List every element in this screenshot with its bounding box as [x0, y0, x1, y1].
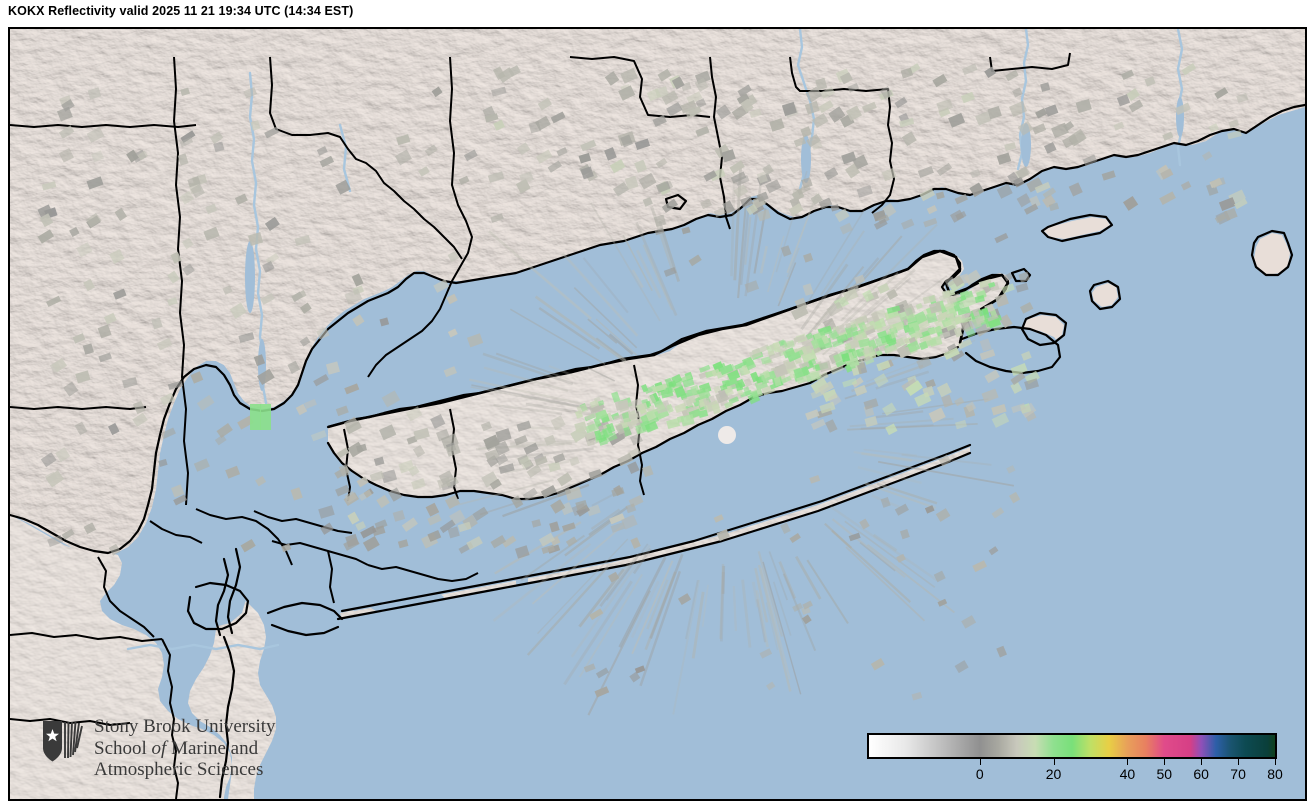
- map-canvas[interactable]: Stony Brook University School of Marine …: [10, 29, 1305, 799]
- colorbar-gradient[interactable]: [867, 733, 1277, 759]
- basemap: [10, 29, 1305, 799]
- colorbar-tick: [1275, 759, 1276, 765]
- colorbar-tick: [1127, 759, 1129, 765]
- colorbar-tick-label: 60: [1193, 766, 1209, 782]
- colorbar-tick: [1238, 759, 1240, 765]
- colorbar-ramp: [869, 735, 1275, 757]
- colorbar-tick-label: 70: [1230, 766, 1246, 782]
- logo-line-2b: Marine and: [166, 737, 259, 759]
- sbu-logo-text: Stony Brook University School of Marine …: [94, 716, 344, 781]
- colorbar-tick: [1164, 759, 1166, 765]
- page-title: KOKX Reflectivity valid 2025 11 21 19:34…: [8, 4, 354, 18]
- logo-line-2: School of Marine and: [94, 738, 344, 760]
- map-frame[interactable]: Stony Brook University School of Marine …: [8, 27, 1307, 801]
- logo-line-2-of: of: [151, 737, 167, 759]
- logo-line-1: Stony Brook University: [94, 716, 276, 737]
- state-outline: [327, 249, 1010, 429]
- shield-icon: [43, 721, 83, 762]
- colorbar-tick-label: 50: [1156, 766, 1173, 782]
- colorbar-tick: [979, 759, 981, 765]
- colorbar-tick-label: 0: [975, 766, 984, 782]
- sbu-logo: Stony Brook University School of Marine …: [40, 716, 340, 790]
- colorbar-tick-label: 20: [1045, 766, 1062, 782]
- colorbar-tick: [1201, 759, 1203, 765]
- logo-line-2a: School: [94, 737, 152, 759]
- colorbar-tick-label: 40: [1119, 766, 1136, 782]
- colorbar-tick-label: 80: [1267, 766, 1283, 782]
- colorbar[interactable]: 0 20 40 50 60 70 80: [867, 733, 1287, 795]
- colorbar-tick: [1053, 759, 1055, 765]
- logo-line-3: Atmospheric Sciences: [94, 759, 264, 780]
